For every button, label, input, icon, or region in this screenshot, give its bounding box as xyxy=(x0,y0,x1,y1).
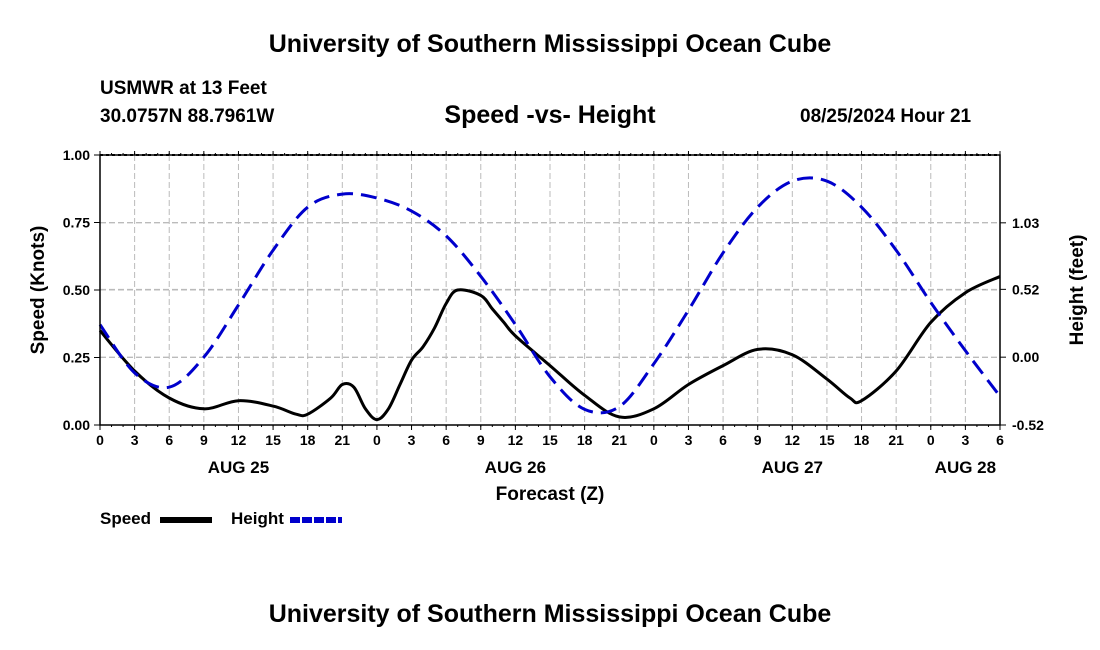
x-tick-label: 9 xyxy=(754,432,762,448)
x-tick-label: 18 xyxy=(577,432,593,448)
y-tick-label: 0.25 xyxy=(63,350,90,366)
x-tick-label: 6 xyxy=(996,432,1004,448)
legend-height-label: Height xyxy=(231,509,284,528)
legend-speed-label: Speed xyxy=(100,509,152,528)
x-tick-label: 6 xyxy=(719,432,727,448)
x-tick-label: 12 xyxy=(785,432,801,448)
x-tick-label: 3 xyxy=(408,432,416,448)
station-coords: 30.0757N 88.7961W xyxy=(100,106,275,127)
day-label: AUG 28 xyxy=(935,458,996,477)
x-tick-label: 6 xyxy=(442,432,450,448)
x-axis-title: Forecast (Z) xyxy=(496,484,605,505)
x-tick-label: 15 xyxy=(819,432,835,448)
y2-tick-label: 1.03 xyxy=(1012,215,1039,231)
x-tick-label: 3 xyxy=(131,432,139,448)
day-label: AUG 26 xyxy=(485,458,546,477)
series-line-height xyxy=(98,176,1002,415)
x-tick-label: 15 xyxy=(265,432,281,448)
y-tick-label: 0.00 xyxy=(63,417,90,433)
x-tick-label: 15 xyxy=(542,432,558,448)
series-line-speed xyxy=(98,275,1001,422)
axis-labels: 0 3 6 9 12 15 18 21 0 3 6 9 12 15 18 21 0 3 6 9 12 15 18 21 0 3 6 0… xyxy=(28,147,1088,505)
station-label: USMWR at 13 Feet xyxy=(100,78,267,99)
x-tick-label: 21 xyxy=(611,432,627,448)
y2-tick-label: 0.00 xyxy=(1012,349,1039,365)
grid-lines xyxy=(100,155,1000,426)
x-tick-label: 6 xyxy=(165,432,173,448)
x-tick-label: 0 xyxy=(650,432,658,448)
axes xyxy=(94,151,1006,430)
x-tick-label: 9 xyxy=(477,432,485,448)
x-tick-label: 3 xyxy=(961,432,969,448)
x-tick-label: 3 xyxy=(685,432,693,448)
x-tick-label: 0 xyxy=(373,432,381,448)
footer-title: University of Southern Mississippi Ocean… xyxy=(268,600,832,628)
x-tick-label: 0 xyxy=(927,432,935,448)
x-tick-label: 0 xyxy=(96,432,104,448)
x-tick-label: 18 xyxy=(854,432,870,448)
x-tick-label: 21 xyxy=(888,432,904,448)
forecast-datetime: 08/25/2024 Hour 21 xyxy=(800,106,972,127)
y2-tick-label: -0.52 xyxy=(1012,417,1044,433)
x-tick-label: 18 xyxy=(300,432,316,448)
chart-subtitle: Speed -vs- Height xyxy=(444,101,656,129)
x-tick-label: 12 xyxy=(508,432,524,448)
x-tick-label: 9 xyxy=(200,432,208,448)
y-axis-title: Speed (Knots) xyxy=(28,226,49,355)
day-label: AUG 25 xyxy=(208,458,269,477)
y2-tick-label: 0.52 xyxy=(1012,281,1039,297)
y-tick-label: 0.75 xyxy=(63,215,90,231)
main-title: University of Southern Mississippi Ocean… xyxy=(268,30,832,58)
y-tick-label: 0.50 xyxy=(63,282,90,298)
series-lines xyxy=(98,176,1002,422)
x-tick-label: 12 xyxy=(231,432,247,448)
day-label: AUG 27 xyxy=(762,458,823,477)
y2-axis-title: Height (feet) xyxy=(1067,235,1088,346)
y-tick-label: 1.00 xyxy=(63,147,90,163)
x-tick-label: 21 xyxy=(335,432,351,448)
